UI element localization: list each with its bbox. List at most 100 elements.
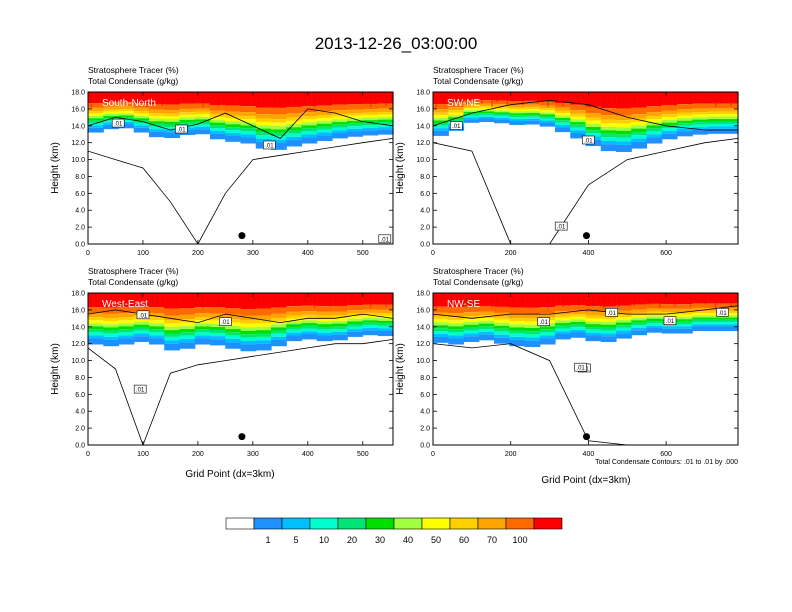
tracer-cell xyxy=(301,323,318,326)
tracer-cell xyxy=(164,124,181,128)
tracer-streak xyxy=(445,293,447,299)
tracer-cell xyxy=(463,318,480,322)
tracer-cell xyxy=(149,317,165,321)
tracer-cell xyxy=(88,335,104,339)
tracer-streak xyxy=(293,92,296,101)
tracer-cell xyxy=(677,312,693,315)
tracer-cell xyxy=(555,125,571,128)
tracer-cell xyxy=(149,129,165,132)
tracer-cell xyxy=(600,137,617,141)
tracer-cell xyxy=(478,118,495,122)
tracer-cell xyxy=(631,309,648,313)
y-axis-label: Height (km) xyxy=(395,343,406,395)
tracer-streak xyxy=(293,293,296,302)
tracer-cell xyxy=(255,336,272,341)
tracer-cell xyxy=(661,114,678,118)
tracer-cell xyxy=(677,104,693,110)
tracer-streak xyxy=(319,293,321,304)
tracer-cell xyxy=(316,311,333,316)
panel-line1: Stratosphere Tracer (%) xyxy=(433,65,524,75)
tracer-cell xyxy=(118,113,135,116)
tracer-cell xyxy=(164,129,181,133)
tracer-cell xyxy=(88,118,104,121)
tracer-cell xyxy=(301,311,318,315)
tracer-cell xyxy=(194,317,211,321)
tracer-cell xyxy=(616,134,632,138)
tracer-cell xyxy=(631,125,648,129)
tracer-streak xyxy=(496,92,498,103)
tracer-cell xyxy=(600,318,617,322)
tracer-streak xyxy=(720,92,722,103)
tracer-cell xyxy=(631,128,648,132)
tracer-streak xyxy=(380,92,382,98)
tracer-cell xyxy=(494,100,510,105)
tracer-cell xyxy=(362,320,379,323)
y-tick-label: 18.0 xyxy=(71,291,85,298)
tracer-cell xyxy=(616,141,632,145)
tracer-cell xyxy=(631,135,648,139)
tracer-cell xyxy=(448,338,465,345)
tracer-cell xyxy=(646,314,663,317)
tracer-streak xyxy=(176,92,179,105)
tracer-streak xyxy=(344,92,346,105)
tracer-cell xyxy=(707,128,724,134)
contour-label: .01 xyxy=(114,122,123,128)
tracer-streak xyxy=(105,92,107,107)
tracer-cell xyxy=(377,328,394,331)
tracer-streak xyxy=(547,293,549,309)
tracer-cell xyxy=(539,118,556,121)
tracer-streak xyxy=(385,293,387,308)
tracer-streak xyxy=(567,92,569,102)
tracer-cell xyxy=(118,329,135,333)
tracer-cell xyxy=(164,336,181,341)
tracer-cell xyxy=(194,129,211,135)
tracer-streak xyxy=(187,293,189,297)
tracer-cell xyxy=(194,126,211,130)
tracer-cell xyxy=(555,317,571,321)
tracer-streak xyxy=(176,293,179,306)
tracer-cell xyxy=(332,127,348,131)
tracer-cell xyxy=(301,125,318,129)
tracer-cell xyxy=(286,133,303,137)
legend-swatch xyxy=(281,517,311,530)
tracer-cell xyxy=(646,325,663,329)
tracer-cell xyxy=(210,117,226,120)
tracer-cell xyxy=(616,123,632,128)
tracer-streak xyxy=(110,92,113,102)
tracer-cell xyxy=(646,106,663,113)
tracer-cell xyxy=(433,117,449,121)
tracer-cell xyxy=(677,109,693,113)
tracer-streak xyxy=(192,92,194,104)
tracer-cell xyxy=(646,308,663,312)
y-tick-label: 2.0 xyxy=(75,426,85,433)
tracer-cell xyxy=(448,323,465,327)
tracer-cell xyxy=(433,312,449,317)
tracer-streak xyxy=(268,92,270,98)
tracer-cell xyxy=(103,333,120,337)
tracer-streak xyxy=(572,293,574,298)
tracer-cell xyxy=(707,326,724,331)
x-tick-label: 200 xyxy=(192,451,204,458)
tracer-streak xyxy=(258,293,260,309)
tracer-cell xyxy=(585,329,602,333)
tracer-streak xyxy=(460,293,463,298)
tracer-streak xyxy=(288,92,290,105)
tracer-cell xyxy=(509,104,526,108)
tracer-cell xyxy=(332,122,348,125)
tracer-cell xyxy=(646,323,663,326)
tracer-cell xyxy=(149,320,165,324)
tracer-cell xyxy=(286,324,303,327)
tracer-cell xyxy=(164,333,181,337)
tracer-cell xyxy=(149,332,165,336)
tracer-cell xyxy=(133,120,150,123)
tracer-streak xyxy=(659,293,661,309)
tracer-cell xyxy=(600,330,617,334)
tracer-cell xyxy=(332,113,348,117)
tracer-cell xyxy=(585,311,602,316)
figure-title: 2013-12-26_03:00:00 xyxy=(315,34,478,53)
tracer-streak xyxy=(283,92,285,97)
tracer-cell xyxy=(149,338,165,345)
tracer-cell xyxy=(463,330,480,334)
tracer-cell xyxy=(88,125,104,128)
tracer-cell xyxy=(524,116,541,119)
